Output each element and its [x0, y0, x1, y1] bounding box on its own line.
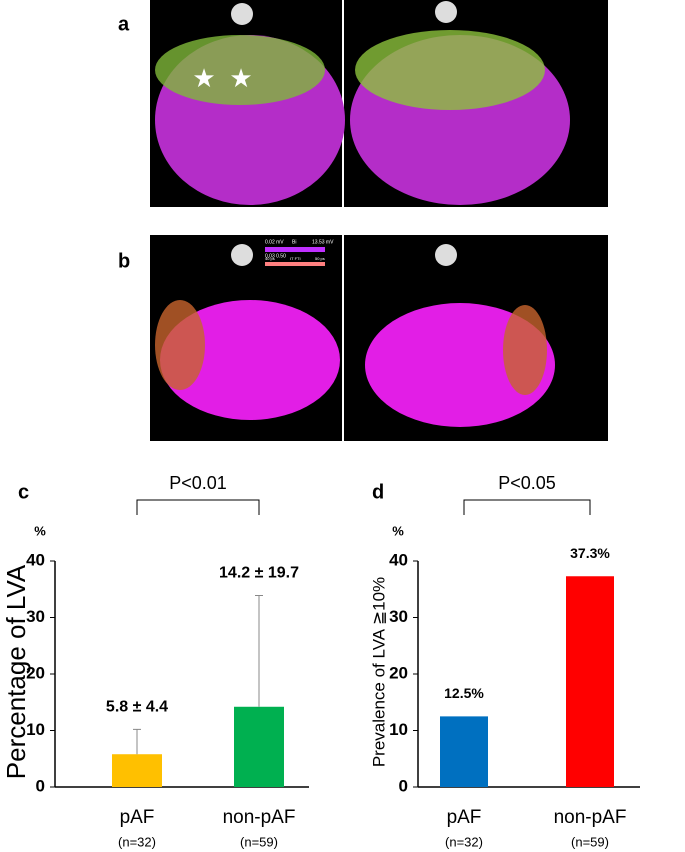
- panel-label: b: [118, 250, 130, 272]
- category-note: (n=59): [240, 834, 278, 849]
- y-unit: %: [34, 523, 46, 538]
- y-axis-label: Prevalence of LVA ≧10%: [369, 577, 388, 767]
- map-shape: [503, 305, 547, 395]
- panel-label: d: [372, 481, 384, 503]
- orientation-icon: [435, 1, 457, 23]
- bar: [566, 576, 614, 787]
- error-bar: [133, 728, 141, 755]
- value-label: 12.5%: [444, 685, 484, 701]
- map-shape: [160, 300, 340, 420]
- panel-label: a: [118, 13, 130, 35]
- legend-text: 13.53 mV: [312, 239, 334, 245]
- significance-bracket: [463, 499, 591, 515]
- bar: [234, 706, 284, 787]
- legend-text: 0.02 mV: [265, 239, 284, 245]
- y-tick-label: 40: [389, 550, 408, 569]
- y-tick-label: 20: [26, 663, 45, 682]
- y-axis-label: Percentage of LVA: [1, 564, 31, 779]
- legend-text: Bi: [292, 239, 296, 245]
- panel-a-images: ★ ★ a: [118, 0, 608, 207]
- y-tick-label: 10: [389, 720, 408, 739]
- y-tick-label: 30: [26, 607, 45, 626]
- color-scale: [265, 247, 325, 252]
- error-bar: [255, 594, 263, 707]
- legend-text: IT FTI: [290, 256, 301, 261]
- category-note: (n=32): [445, 834, 483, 849]
- annotation: P<0.05: [498, 473, 556, 493]
- annotation: P<0.01: [169, 473, 227, 493]
- legend-text: 50 ps: [315, 256, 325, 261]
- value-label: 5.8 ± 4.4: [106, 699, 168, 716]
- x-tick-label: pAF: [447, 807, 482, 828]
- x-tick-label: non-pAF: [223, 807, 296, 828]
- y-tick-label: 0: [399, 776, 408, 795]
- y-tick-label: 30: [389, 607, 408, 626]
- category-note: (n=59): [571, 834, 609, 849]
- panel-b-images: 0.02 mV Bi 13.53 mV 0.03 0.50 40 ps IT F…: [118, 235, 608, 441]
- star: ★: [192, 63, 215, 93]
- x-tick-label: non-pAF: [554, 807, 627, 828]
- significance-bracket: [136, 499, 260, 515]
- value-label: 14.2 ± 19.7: [219, 565, 299, 582]
- legend-text: 40 ps: [265, 256, 275, 261]
- category-note: (n=32): [118, 834, 156, 849]
- y-tick-label: 40: [26, 550, 45, 569]
- y-unit: %: [392, 523, 404, 538]
- map-shape: [155, 35, 325, 105]
- color-scale: [265, 262, 325, 266]
- y-tick-label: 10: [26, 720, 45, 739]
- legend-text: 0.03 0.50: [265, 253, 286, 259]
- orientation-icon: [435, 244, 457, 266]
- panel-label: c: [18, 481, 29, 503]
- star: ★: [229, 63, 252, 93]
- x-tick-label: pAF: [120, 807, 155, 828]
- orientation-icon: [231, 244, 253, 266]
- orientation-icon: [231, 3, 253, 25]
- bar: [440, 716, 488, 787]
- map-shape: [355, 30, 545, 110]
- map-shape: [155, 300, 205, 390]
- value-label: 37.3%: [570, 545, 610, 561]
- y-tick-label: 20: [389, 663, 408, 682]
- bar: [112, 754, 162, 787]
- y-tick-label: 0: [36, 776, 45, 795]
